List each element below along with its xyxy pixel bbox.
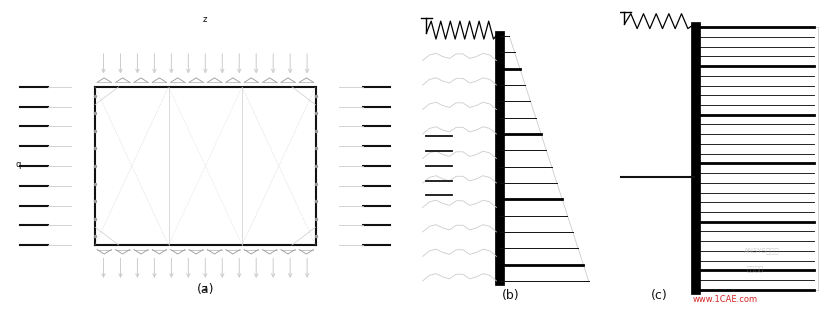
Text: q: q xyxy=(16,160,21,169)
Text: (b): (b) xyxy=(502,289,520,302)
Text: 仿真在线: 仿真在线 xyxy=(747,266,763,272)
Text: (c): (c) xyxy=(651,289,668,302)
Text: www.1CAE.com: www.1CAE.com xyxy=(692,295,758,304)
Text: ANSYS仿真院: ANSYS仿真院 xyxy=(744,248,779,254)
Text: z: z xyxy=(203,284,208,293)
Text: z: z xyxy=(203,15,208,24)
Text: (a): (a) xyxy=(197,283,214,296)
